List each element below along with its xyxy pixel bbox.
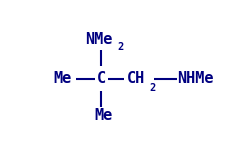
Text: 2: 2	[148, 83, 155, 93]
Text: NMe: NMe	[85, 32, 112, 47]
Text: Me: Me	[54, 71, 72, 86]
Text: 2: 2	[117, 42, 123, 52]
Text: NHMe: NHMe	[176, 71, 212, 86]
Text: CH: CH	[126, 71, 144, 86]
Text: C: C	[96, 71, 105, 86]
Text: Me: Me	[94, 108, 112, 123]
